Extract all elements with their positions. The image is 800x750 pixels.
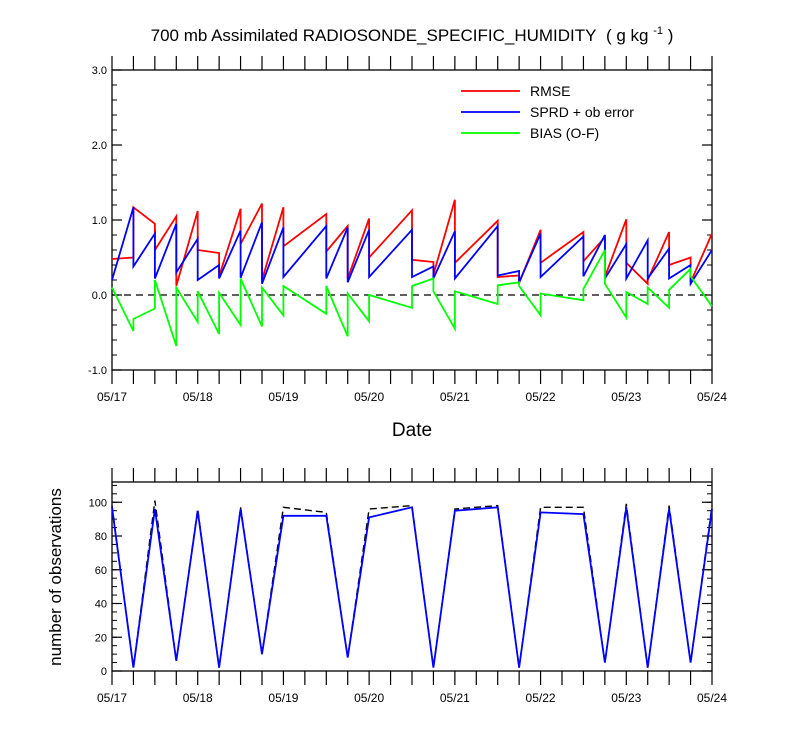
bottom-y-axis-label: number of observations [46, 488, 65, 666]
legend-label-bias-o-f: BIAS (O-F) [530, 125, 599, 141]
top-legend: RMSE SPRD + ob error BIAS (O-F) [461, 83, 634, 141]
bottom-x-tick-label: 05/22 [526, 691, 556, 705]
bottom-x-tick-label: 05/18 [183, 691, 213, 705]
top-x-tick-label: 05/22 [526, 390, 556, 404]
bottom-x-tick-label: 05/20 [354, 691, 384, 705]
top-x-tick-label: 05/19 [268, 390, 298, 404]
bottom-chart: 0 20 40 60 80 100 05/17 05/18 05/19 05/20 05/21 05/… [89, 468, 727, 705]
top-y-tick-label: 2.0 [92, 140, 107, 152]
top-x-tick-label: 05/21 [440, 390, 470, 404]
bottom-series-assimilated-observations [111, 506, 713, 668]
top-y-tick-label: 1.0 [92, 215, 107, 227]
bottom-y-tick-label: 100 [89, 497, 107, 509]
top-x-tick-label: 05/20 [354, 390, 384, 404]
bottom-x-tick-label: 05/24 [697, 691, 727, 705]
top-series-sprd-ob-error [111, 207, 713, 287]
top-x-tick-label: 05/24 [697, 390, 727, 404]
bottom-series-total-observations [111, 500, 713, 668]
chart-title-units-exp: -1 [653, 25, 663, 37]
bottom-y-tick-label: 60 [95, 565, 107, 577]
bottom-x-tick-label: 05/21 [440, 691, 470, 705]
chart-title: 700 mb Assimilated RADIOSONDE_SPECIFIC_H… [151, 19, 674, 45]
top-y-tick-label: 0.0 [92, 290, 107, 302]
chart-title-units-close: ) [668, 26, 674, 45]
legend-label-sprd-ob-error: SPRD + ob error [530, 104, 634, 120]
top-x-tick-label: 05/23 [611, 390, 641, 404]
top-y-tick-label: 3.0 [92, 65, 107, 77]
top-x-tick-label: 05/18 [183, 390, 213, 404]
top-series-bias-o-f [111, 249, 713, 347]
top-chart: -1.0 0.0 1.0 2.0 3.0 05/17 05/18 05/19 05/20 05/2… [88, 56, 727, 404]
top-x-axis-label: Date [392, 420, 432, 441]
bottom-x-tick-label: 05/19 [268, 691, 298, 705]
legend-label-rmse: RMSE [530, 83, 570, 99]
chart-title-units: ( g kg [606, 26, 649, 45]
top-y-tick-label: -1.0 [88, 365, 107, 377]
bottom-y-tick-label: 80 [95, 531, 107, 543]
bottom-x-tick-label: 05/17 [97, 691, 127, 705]
bottom-x-tick-label: 05/23 [611, 691, 641, 705]
chart-title-main: 700 mb Assimilated RADIOSONDE_SPECIFIC_H… [151, 26, 597, 45]
bottom-y-tick-label: 40 [95, 599, 107, 611]
bottom-y-tick-label: 0 [101, 666, 107, 678]
bottom-y-tick-label: 20 [95, 632, 107, 644]
top-x-tick-label: 05/17 [97, 390, 127, 404]
